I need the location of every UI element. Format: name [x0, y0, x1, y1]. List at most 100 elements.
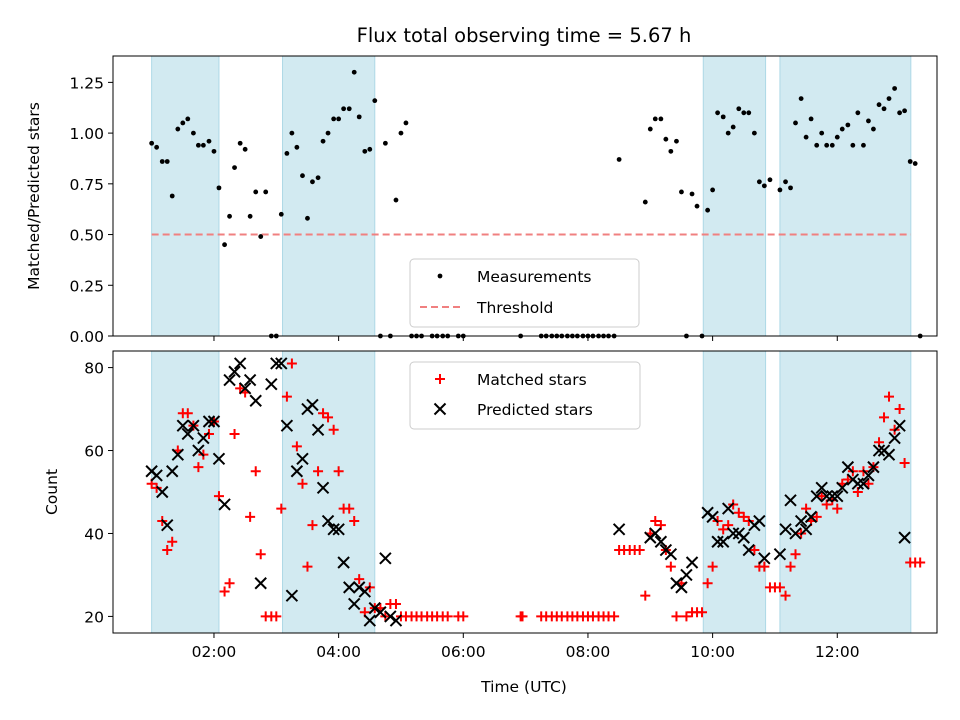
x-tick-label: 02:00 — [192, 643, 237, 661]
measurement-point — [746, 110, 752, 116]
x-tick-label: 08:00 — [566, 643, 611, 661]
measurement-point — [642, 199, 648, 205]
matched-star-point — [354, 574, 365, 585]
predicted-star-point — [851, 477, 865, 490]
matched-star-point — [671, 611, 682, 622]
top-shaded-intervals — [151, 55, 912, 337]
predicted-star-point — [265, 377, 278, 391]
predicted-star-point — [156, 485, 169, 499]
measurement-point — [855, 110, 861, 116]
matched-star-point — [250, 466, 261, 477]
measurement-point — [876, 102, 882, 108]
predicted-stars-series — [145, 357, 911, 627]
predicted-star-point — [820, 489, 833, 503]
predicted-star-point — [327, 523, 340, 536]
shaded-interval-3 — [702, 55, 767, 337]
predicted-star-point — [363, 614, 377, 627]
matched-star-point — [333, 466, 344, 477]
predicted-star-point — [680, 568, 693, 582]
measurement-point — [149, 140, 155, 146]
measurement-point — [647, 126, 653, 132]
matched-star-point — [894, 404, 905, 415]
top-panel: 0.00 0.25 0.50 0.75 1.00 1.25 Matched/Predict… — [25, 55, 938, 346]
measurement-point — [730, 124, 736, 130]
measurement-point — [850, 142, 856, 148]
predicted-star-point — [758, 552, 771, 565]
bottom-y-axis-label: Count — [43, 469, 61, 515]
predicted-star-point — [882, 448, 896, 461]
predicted-star-point — [161, 518, 174, 532]
predicted-star-point — [711, 535, 724, 548]
measurement-point — [284, 150, 290, 156]
matched-star-point — [219, 586, 230, 597]
measurement-point — [258, 234, 264, 239]
matched-star-point — [915, 557, 926, 568]
matched-star-point — [276, 503, 287, 514]
matched-star-point — [193, 462, 204, 473]
predicted-star-point — [306, 398, 319, 412]
measurement-point — [679, 189, 684, 195]
matched-star-point — [863, 478, 874, 489]
predicted-star-point — [737, 531, 750, 544]
predicted-star-point — [706, 510, 719, 524]
predicted-star-point — [212, 452, 226, 466]
legend-measurements-marker — [437, 273, 443, 279]
measurement-point — [803, 134, 809, 140]
predicted-star-point — [815, 481, 828, 495]
legend-frame — [409, 258, 640, 328]
measurement-point — [892, 86, 898, 91]
y-tick-label: 20 — [84, 608, 104, 626]
measurement-point — [320, 138, 326, 144]
predicted-star-point — [841, 460, 855, 474]
y-tick-label: 40 — [84, 525, 104, 543]
predicted-star-point — [726, 527, 740, 540]
matched-star-point — [681, 611, 692, 622]
predicted-star-point — [612, 523, 626, 536]
measurement-point — [881, 106, 887, 112]
matched-star-point — [743, 516, 754, 527]
y-tick-label: 0.50 — [69, 227, 104, 245]
measurement-point — [783, 179, 788, 185]
matched-star-point — [390, 598, 401, 609]
matched-star-point — [323, 412, 334, 423]
matched-star-point — [790, 549, 801, 560]
predicted-star-point — [831, 489, 844, 503]
matched-star-point — [151, 482, 162, 493]
measurement-point — [777, 187, 783, 193]
matched-star-point — [697, 607, 708, 618]
matched-star-point — [313, 466, 324, 477]
measurement-point — [819, 130, 825, 136]
predicted-star-point — [717, 535, 730, 548]
predicted-star-point — [249, 394, 262, 407]
measurement-point — [242, 146, 248, 152]
predicted-star-point — [270, 357, 283, 370]
predicted-star-point — [348, 597, 361, 611]
matched-star-point — [609, 611, 620, 622]
bottom-axes-frame — [112, 350, 938, 634]
measurement-point — [834, 134, 840, 140]
measurement-point — [195, 142, 201, 148]
x-tick-label: 06:00 — [441, 643, 486, 661]
predicted-star-point — [150, 469, 163, 482]
predicted-star-point — [233, 357, 247, 370]
measurement-point — [694, 203, 700, 209]
legend-measurements-label: Measurements — [477, 268, 592, 286]
measurement-point — [237, 140, 243, 146]
predicted-star-point — [867, 460, 880, 474]
measurement-point — [736, 106, 742, 112]
matched-star-point — [224, 578, 235, 589]
matched-star-point — [884, 391, 895, 402]
measurement-point — [180, 120, 186, 126]
measurement-point — [741, 110, 747, 116]
y-tick-label: 0.25 — [69, 277, 104, 295]
bottom-x-axis: 02:00 04:00 06:00 08:00 10:00 12:00 — [192, 633, 860, 661]
measurement-point — [310, 179, 315, 185]
predicted-star-point — [192, 444, 205, 457]
predicted-star-point — [384, 610, 397, 623]
top-y-axis: 0.00 0.25 0.50 0.75 1.00 1.25 — [69, 74, 113, 346]
matched-star-point — [879, 412, 890, 423]
predicted-star-point — [862, 469, 875, 482]
measurement-point — [720, 114, 726, 120]
measurement-point — [253, 189, 259, 195]
measurement-point — [674, 138, 679, 144]
